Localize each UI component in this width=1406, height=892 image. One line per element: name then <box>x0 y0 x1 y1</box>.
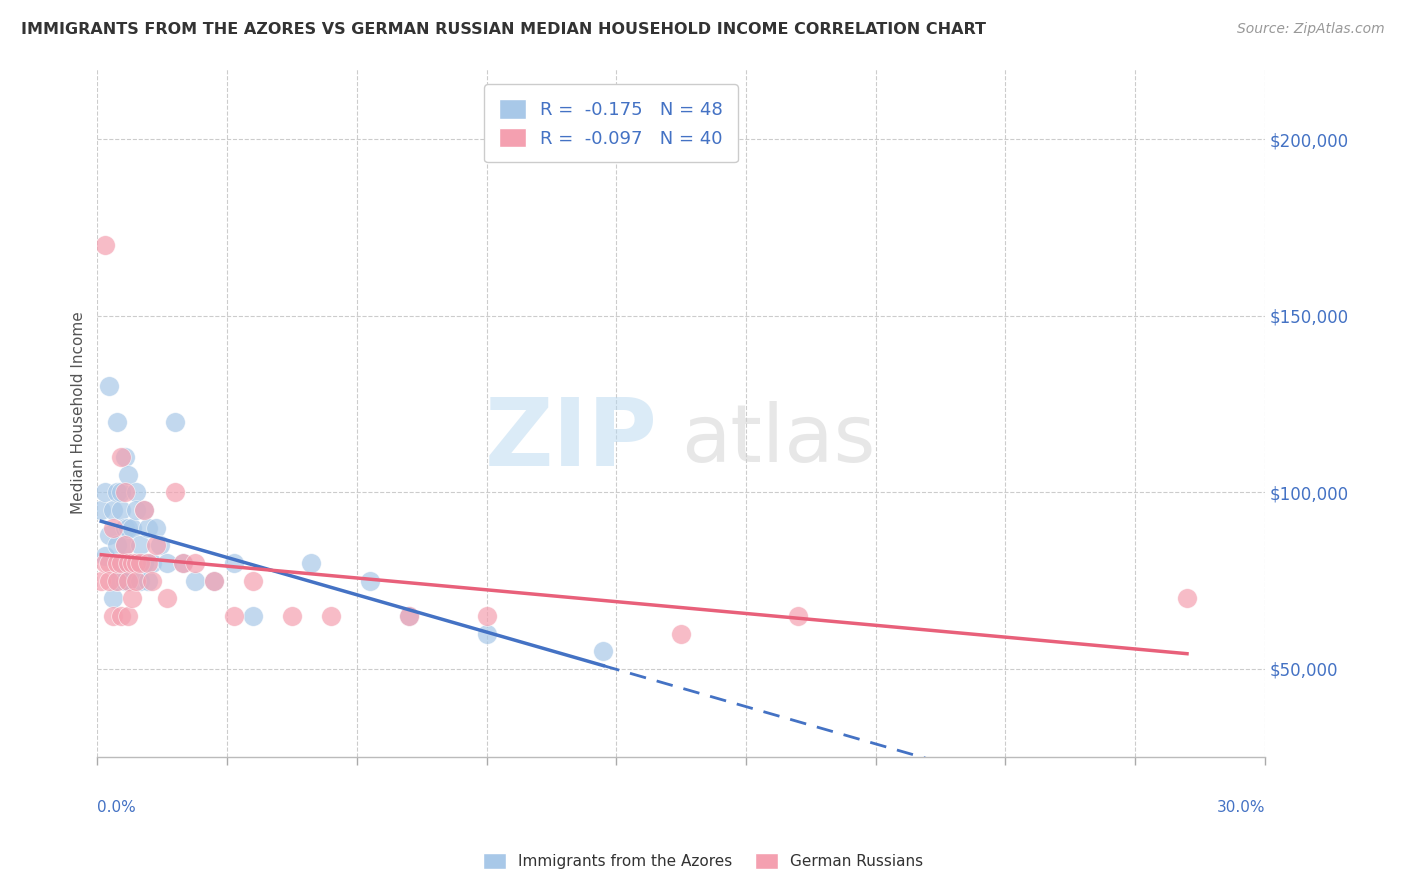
Point <box>242 574 264 588</box>
Point <box>129 538 152 552</box>
Point <box>90 574 112 588</box>
Point <box>105 485 128 500</box>
Y-axis label: Median Household Income: Median Household Income <box>72 311 86 515</box>
Legend: Immigrants from the Azores, German Russians: Immigrants from the Azores, German Russi… <box>477 847 929 875</box>
Point <box>105 556 128 570</box>
Point <box>125 574 148 588</box>
Point <box>125 556 148 570</box>
Point <box>1175 591 1198 606</box>
Point <box>136 521 159 535</box>
Point <box>359 574 381 588</box>
Point <box>129 574 152 588</box>
Point <box>172 556 194 570</box>
Point <box>132 503 155 517</box>
Point <box>117 467 139 482</box>
Point <box>117 521 139 535</box>
Point <box>121 556 143 570</box>
Point <box>156 591 179 606</box>
Point <box>125 503 148 517</box>
Point <box>125 556 148 570</box>
Point <box>114 485 136 500</box>
Text: atlas: atlas <box>681 401 876 480</box>
Point <box>94 485 117 500</box>
Point <box>114 574 136 588</box>
Text: 30.0%: 30.0% <box>1216 800 1265 814</box>
Point <box>398 609 420 624</box>
Point <box>117 609 139 624</box>
Point <box>669 626 692 640</box>
Point <box>299 556 322 570</box>
Point <box>105 574 128 588</box>
Point <box>110 485 132 500</box>
Text: IMMIGRANTS FROM THE AZORES VS GERMAN RUSSIAN MEDIAN HOUSEHOLD INCOME CORRELATION: IMMIGRANTS FROM THE AZORES VS GERMAN RUS… <box>21 22 986 37</box>
Point <box>101 521 124 535</box>
Point <box>183 556 205 570</box>
Point <box>94 549 117 563</box>
Legend: R =  -0.175   N = 48, R =  -0.097   N = 40: R = -0.175 N = 48, R = -0.097 N = 40 <box>485 85 738 162</box>
Point <box>94 238 117 252</box>
Point <box>105 538 128 552</box>
Point <box>145 538 167 552</box>
Point <box>202 574 225 588</box>
Point <box>101 503 124 517</box>
Point <box>156 556 179 570</box>
Point <box>475 626 498 640</box>
Point <box>110 450 132 464</box>
Point <box>141 556 163 570</box>
Point <box>98 379 121 393</box>
Point <box>110 609 132 624</box>
Point <box>110 556 132 570</box>
Point <box>222 609 245 624</box>
Point <box>90 503 112 517</box>
Point <box>117 574 139 588</box>
Point <box>786 609 808 624</box>
Point <box>149 538 172 552</box>
Point <box>165 415 187 429</box>
Point <box>105 574 128 588</box>
Point <box>98 574 121 588</box>
Point <box>117 556 139 570</box>
Text: ZIP: ZIP <box>485 394 658 486</box>
Point <box>319 609 342 624</box>
Point <box>475 609 498 624</box>
Point <box>114 450 136 464</box>
Point <box>136 556 159 570</box>
Point <box>165 485 187 500</box>
Point <box>398 609 420 624</box>
Point <box>141 574 163 588</box>
Point <box>121 591 143 606</box>
Point <box>114 538 136 552</box>
Point <box>117 574 139 588</box>
Point <box>98 556 121 570</box>
Point <box>145 521 167 535</box>
Point <box>105 415 128 429</box>
Point <box>98 528 121 542</box>
Point <box>281 609 304 624</box>
Point <box>101 591 124 606</box>
Text: Source: ZipAtlas.com: Source: ZipAtlas.com <box>1237 22 1385 37</box>
Point <box>114 538 136 552</box>
Point <box>132 503 155 517</box>
Point <box>183 574 205 588</box>
Point <box>202 574 225 588</box>
Point <box>121 556 143 570</box>
Point <box>110 503 132 517</box>
Point <box>592 644 614 658</box>
Point <box>132 556 155 570</box>
Point <box>129 556 152 570</box>
Point <box>172 556 194 570</box>
Point <box>94 556 117 570</box>
Point <box>110 556 132 570</box>
Point <box>242 609 264 624</box>
Point <box>125 485 148 500</box>
Point <box>222 556 245 570</box>
Point <box>136 574 159 588</box>
Point <box>101 609 124 624</box>
Point <box>117 556 139 570</box>
Point <box>114 521 136 535</box>
Text: 0.0%: 0.0% <box>97 800 136 814</box>
Point <box>121 521 143 535</box>
